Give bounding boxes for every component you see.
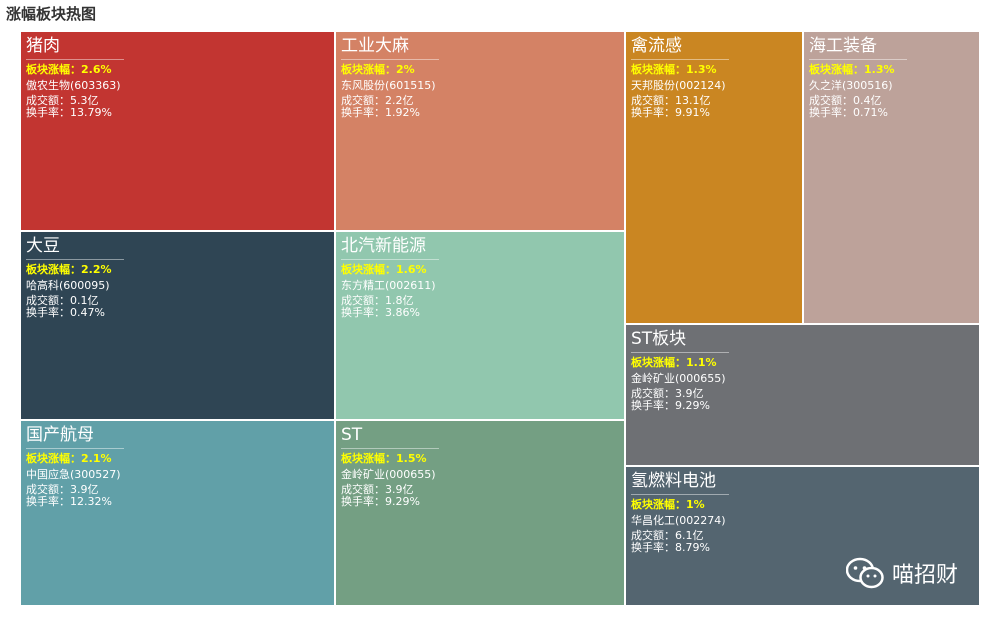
tile-stock: 东风股份(601515) bbox=[341, 79, 436, 92]
tile-change: 板块涨幅：1.6% bbox=[341, 263, 427, 276]
tile-turnover: 成交额：13.1亿 bbox=[631, 94, 711, 107]
tile-info: 板块涨幅：2.1% 中国应急(300527) 成交额：3.9亿 换手率：12.32% bbox=[26, 452, 121, 508]
tile-name: 大豆 bbox=[26, 236, 60, 256]
tile-rate: 换手率：9.29% bbox=[341, 495, 420, 508]
tile-change: 板块涨幅：1.3% bbox=[631, 63, 717, 76]
tile-change: 板块涨幅：1.3% bbox=[809, 63, 895, 76]
tile-info: 板块涨幅：1.6% 东方精工(002611) 成交额：1.8亿 换手率：3.86% bbox=[341, 263, 436, 319]
tile-stock: 东方精工(002611) bbox=[341, 279, 436, 292]
tile-rate: 换手率：12.32% bbox=[26, 495, 112, 508]
tile-stock: 中国应急(300527) bbox=[26, 468, 121, 481]
tile-name: 猪肉 bbox=[26, 36, 60, 56]
treemap-tile[interactable]: 海工装备板块涨幅：1.3% 久之洋(300516) 成交额：0.4亿 换手率：0.71… bbox=[803, 31, 980, 324]
tile-name: 国产航母 bbox=[26, 425, 94, 445]
tile-name: ST bbox=[341, 425, 363, 445]
tile-name: ST板块 bbox=[631, 329, 687, 349]
tile-divider bbox=[631, 59, 729, 60]
tile-rate: 换手率：8.79% bbox=[631, 541, 710, 554]
tile-stock: 久之洋(300516) bbox=[809, 79, 893, 92]
tile-change: 板块涨幅：1% bbox=[631, 498, 705, 511]
tile-stock: 天邦股份(002124) bbox=[631, 79, 726, 92]
tile-stock: 华昌化工(002274) bbox=[631, 514, 726, 527]
treemap-tile[interactable]: 北汽新能源板块涨幅：1.6% 东方精工(002611) 成交额：1.8亿 换手率：3.… bbox=[335, 231, 625, 420]
tile-change: 板块涨幅：2% bbox=[341, 63, 415, 76]
tile-name: 禽流感 bbox=[631, 36, 682, 56]
treemap-tile[interactable]: 国产航母板块涨幅：2.1% 中国应急(300527) 成交额：3.9亿 换手率：12.… bbox=[20, 420, 335, 606]
tile-change: 板块涨幅：1.1% bbox=[631, 356, 717, 369]
wechat-icon bbox=[846, 557, 884, 589]
tile-info: 板块涨幅：1.3% 天邦股份(002124) 成交额：13.1亿 换手率：9.91% bbox=[631, 63, 726, 119]
tile-turnover: 成交额：3.9亿 bbox=[341, 483, 414, 496]
tile-turnover: 成交额：0.4亿 bbox=[809, 94, 882, 107]
tile-divider bbox=[809, 59, 907, 60]
treemap-tile[interactable]: ST 板块涨幅：1.5% 金岭矿业(000655) 成交额：3.9亿 换手率：9.29% bbox=[335, 420, 625, 606]
chart-title: 涨幅板块热图 bbox=[6, 5, 97, 23]
treemap-tile[interactable]: 大豆板块涨幅：2.2% 哈高科(600095) 成交额：0.1亿 换手率：0.47% bbox=[20, 231, 335, 420]
tile-turnover: 成交额：0.1亿 bbox=[26, 294, 99, 307]
tile-change: 板块涨幅：2.2% bbox=[26, 263, 112, 276]
tile-info: 板块涨幅：2.2% 哈高科(600095) 成交额：0.1亿 换手率：0.47% bbox=[26, 263, 112, 319]
tile-stock: 哈高科(600095) bbox=[26, 279, 110, 292]
treemap-tile[interactable]: 氢燃料电池板块涨幅：1% 华昌化工(002274) 成交额：6.1亿 换手率：8.79… bbox=[625, 466, 980, 606]
tile-rate: 换手率：9.29% bbox=[631, 399, 710, 412]
tile-info: 板块涨幅：1.1% 金岭矿业(000655) 成交额：3.9亿 换手率：9.29% bbox=[631, 356, 726, 412]
tile-rate: 换手率：3.86% bbox=[341, 306, 420, 319]
tile-rate: 换手率：1.92% bbox=[341, 106, 420, 119]
tile-info: 板块涨幅：1% 华昌化工(002274) 成交额：6.1亿 换手率：8.79% bbox=[631, 498, 726, 554]
tile-stock: 金岭矿业(000655) bbox=[631, 372, 726, 385]
tile-turnover: 成交额：3.9亿 bbox=[26, 483, 99, 496]
tile-divider bbox=[26, 259, 124, 260]
tile-info: 板块涨幅：2.6% 傲农生物(603363) 成交额：5.3亿 换手率：13.79% bbox=[26, 63, 121, 119]
tile-name: 氢燃料电池 bbox=[631, 471, 716, 491]
tile-stock: 金岭矿业(000655) bbox=[341, 468, 436, 481]
tile-divider bbox=[26, 448, 124, 449]
tile-rate: 换手率：9.91% bbox=[631, 106, 710, 119]
tile-turnover: 成交额：1.8亿 bbox=[341, 294, 414, 307]
tile-rate: 换手率：13.79% bbox=[26, 106, 112, 119]
tile-divider bbox=[631, 352, 729, 353]
tile-divider bbox=[26, 59, 124, 60]
tile-turnover: 成交额：5.3亿 bbox=[26, 94, 99, 107]
tile-change: 板块涨幅：1.5% bbox=[341, 452, 427, 465]
tile-name: 工业大麻 bbox=[341, 36, 409, 56]
tile-turnover: 成交额：2.2亿 bbox=[341, 94, 414, 107]
treemap-tile[interactable]: ST板块板块涨幅：1.1% 金岭矿业(000655) 成交额：3.9亿 换手率：9.2… bbox=[625, 324, 980, 466]
tile-info: 板块涨幅：1.3% 久之洋(300516) 成交额：0.4亿 换手率：0.71% bbox=[809, 63, 895, 119]
tile-info: 板块涨幅：1.5% 金岭矿业(000655) 成交额：3.9亿 换手率：9.29% bbox=[341, 452, 436, 508]
tile-rate: 换手率：0.47% bbox=[26, 306, 105, 319]
tile-turnover: 成交额：3.9亿 bbox=[631, 387, 704, 400]
tile-stock: 傲农生物(603363) bbox=[26, 79, 121, 92]
tile-info: 板块涨幅：2% 东风股份(601515) 成交额：2.2亿 换手率：1.92% bbox=[341, 63, 436, 119]
tile-change: 板块涨幅：2.6% bbox=[26, 63, 112, 76]
tile-divider bbox=[341, 259, 439, 260]
watermark-text: 喵招财 bbox=[892, 563, 959, 588]
tile-name: 海工装备 bbox=[809, 36, 877, 56]
tile-divider bbox=[341, 59, 439, 60]
tile-divider bbox=[341, 448, 439, 449]
tile-turnover: 成交额：6.1亿 bbox=[631, 529, 704, 542]
tile-divider bbox=[631, 494, 729, 495]
tile-rate: 换手率：0.71% bbox=[809, 106, 888, 119]
treemap-tile[interactable]: 猪肉板块涨幅：2.6% 傲农生物(603363) 成交额：5.3亿 换手率：13.79… bbox=[20, 31, 335, 231]
watermark: 喵招财 bbox=[846, 556, 958, 590]
tile-name: 北汽新能源 bbox=[341, 236, 426, 256]
treemap-tile[interactable]: 工业大麻板块涨幅：2% 东风股份(601515) 成交额：2.2亿 换手率：1.92% bbox=[335, 31, 625, 231]
treemap-tile[interactable]: 禽流感板块涨幅：1.3% 天邦股份(002124) 成交额：13.1亿 换手率：9.9… bbox=[625, 31, 803, 324]
tile-change: 板块涨幅：2.1% bbox=[26, 452, 112, 465]
